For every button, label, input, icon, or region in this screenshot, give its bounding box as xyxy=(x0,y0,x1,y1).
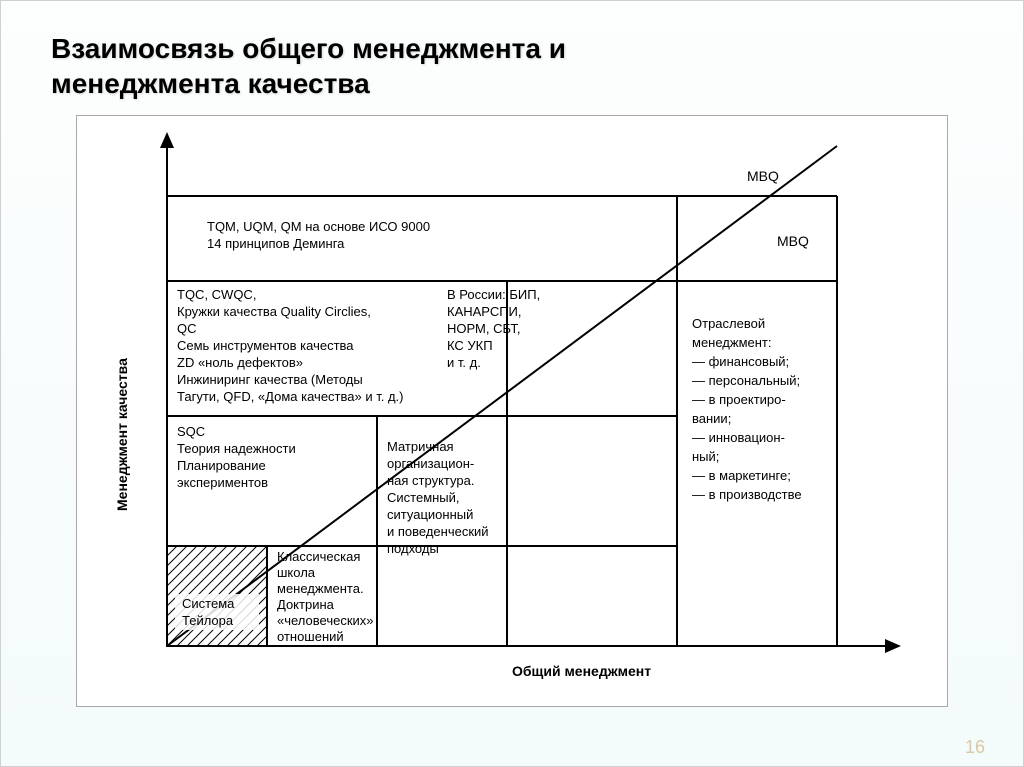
svg-text:TQM, UQM, QM на основе ИСО 900: TQM, UQM, QM на основе ИСО 9000 xyxy=(207,219,430,234)
diagram-container: Менеджмент качества Общий менеджмент MBQ MB… xyxy=(76,115,948,707)
svg-text:менеджмента.: менеджмента. xyxy=(277,581,364,596)
svg-text:НОРМ, СБТ,: НОРМ, СБТ, xyxy=(447,321,521,336)
svg-text:Тагути, QFD, «Дома качества» и: Тагути, QFD, «Дома качества» и т. д.) xyxy=(177,389,403,404)
svg-text:Доктрина: Доктрина xyxy=(277,597,335,612)
svg-text:— в производстве: — в производстве xyxy=(692,487,802,502)
svg-text:TQC, CWQC,: TQC, CWQC, xyxy=(177,287,256,302)
svg-text:— в маркетинге;: — в маркетинге; xyxy=(692,468,791,483)
svg-text:КС УКП: КС УКП xyxy=(447,338,493,353)
svg-text:Классическая: Классическая xyxy=(277,549,360,564)
svg-text:Инжиниринг качества (Методы: Инжиниринг качества (Методы xyxy=(177,372,363,387)
svg-text:подходы: подходы xyxy=(387,541,439,556)
relationship-diagram: Менеджмент качества Общий менеджмент MBQ MB… xyxy=(77,116,947,706)
svg-text:Семь инструментов качества: Семь инструментов качества xyxy=(177,338,354,353)
svg-text:— персональный;: — персональный; xyxy=(692,373,800,388)
svg-text:организацион-: организацион- xyxy=(387,456,474,471)
svg-text:Отраслевой: Отраслевой xyxy=(692,316,765,331)
svg-text:Планирование: Планирование xyxy=(177,458,266,473)
svg-text:КАНАРСПИ,: КАНАРСПИ, xyxy=(447,304,522,319)
svg-text:и т. д.: и т. д. xyxy=(447,355,481,370)
svg-text:— финансовый;: — финансовый; xyxy=(692,354,789,369)
slide-title: Взаимосвязь общего менеджмента и менеджм… xyxy=(51,31,973,101)
svg-text:Матричная: Матричная xyxy=(387,439,454,454)
svg-text:MBQ: MBQ xyxy=(747,168,779,184)
slide: Взаимосвязь общего менеджмента и менеджм… xyxy=(0,0,1024,767)
svg-text:SQC: SQC xyxy=(177,424,205,439)
svg-text:и поведенческий: и поведенческий xyxy=(387,524,489,539)
svg-text:ситуационный: ситуационный xyxy=(387,507,473,522)
svg-text:менеджмент:: менеджмент: xyxy=(692,335,772,350)
svg-text:В России: БИП,: В России: БИП, xyxy=(447,287,540,302)
svg-text:Тейлора: Тейлора xyxy=(182,613,234,628)
svg-text:Системный,: Системный, xyxy=(387,490,460,505)
svg-text:ZD «ноль дефектов»: ZD «ноль дефектов» xyxy=(177,355,303,370)
svg-text:MBQ: MBQ xyxy=(777,233,809,249)
svg-text:14 принципов Деминга: 14 принципов Деминга xyxy=(207,236,345,251)
svg-text:Менеджмент качества: Менеджмент качества xyxy=(114,358,130,511)
svg-text:ная структура.: ная структура. xyxy=(387,473,474,488)
svg-text:вании;: вании; xyxy=(692,411,731,426)
svg-text:ный;: ный; xyxy=(692,449,719,464)
svg-text:— инновацион-: — инновацион- xyxy=(692,430,785,445)
svg-text:— в проектиро-: — в проектиро- xyxy=(692,392,786,407)
svg-text:экспериментов: экспериментов xyxy=(177,475,268,490)
svg-text:Кружки качества Quality Circli: Кружки качества Quality Circlies, xyxy=(177,304,371,319)
svg-text:школа: школа xyxy=(277,565,316,580)
svg-text:отношений: отношений xyxy=(277,629,344,644)
svg-text:QC: QC xyxy=(177,321,197,336)
page-number: 16 xyxy=(965,737,985,758)
title-line-2: менеджмента качества xyxy=(51,68,370,99)
title-line-1: Взаимосвязь общего менеджмента и xyxy=(51,33,566,64)
svg-text:Общий менеджмент: Общий менеджмент xyxy=(512,663,651,679)
svg-text:Теория надежности: Теория надежности xyxy=(177,441,296,456)
svg-text:«человеческих»: «человеческих» xyxy=(277,613,374,628)
svg-text:Система: Система xyxy=(182,596,235,611)
